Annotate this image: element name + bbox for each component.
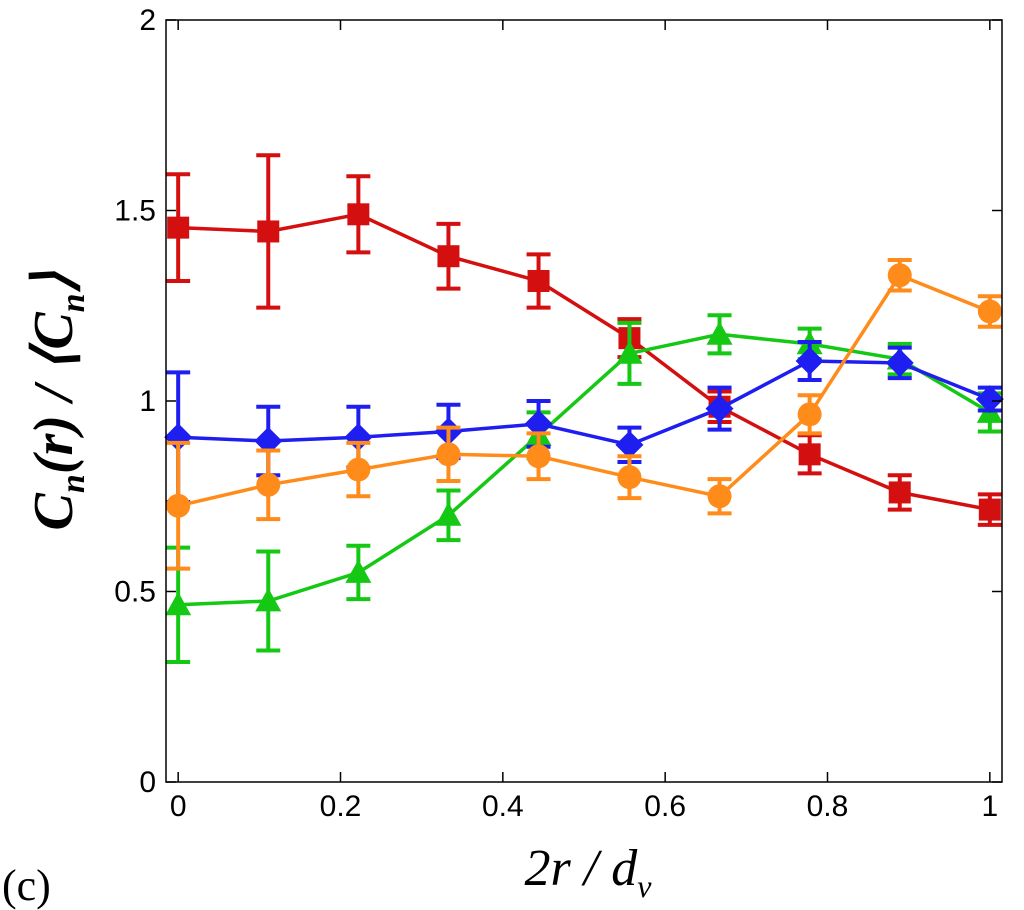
data-point (707, 484, 732, 509)
data-point (975, 385, 1004, 414)
data-point (978, 498, 1001, 521)
y-tick-label: 1.5 (114, 195, 156, 228)
data-point (617, 465, 642, 490)
data-point (167, 216, 190, 239)
y-axis-title-part1: C (23, 492, 85, 530)
series-green-triangles (165, 313, 1003, 664)
y-tick-label: 1 (139, 385, 156, 418)
data-point (798, 443, 821, 466)
series-line (178, 332, 991, 607)
tick-layer: 0 0.2 0.4 0.6 0.8 1 0 0.5 1 1.5 2 (114, 4, 1002, 823)
data-point (255, 588, 282, 612)
data-point (436, 442, 461, 467)
y-axis-title-sub1: n (55, 474, 92, 493)
data-point (615, 430, 644, 459)
data-point (165, 591, 192, 616)
y-axis-title-part2: (r) / ⟨C (23, 312, 85, 474)
y-tick-label: 2 (139, 4, 156, 37)
data-point (254, 427, 283, 456)
y-axis-title: Cn(r) / ⟨Cn⟩ (23, 270, 92, 530)
panel-label: (c) (2, 861, 51, 910)
x-tick-label: 0 (170, 790, 187, 823)
data-point (346, 457, 371, 482)
data-point (435, 502, 462, 526)
series-line (178, 212, 991, 512)
x-tick-label: 0.2 (320, 790, 362, 823)
data-point (166, 493, 191, 518)
x-axis-title-sub: v (637, 868, 652, 904)
data-point (797, 402, 822, 427)
data-point (977, 299, 1002, 324)
series-line (178, 359, 991, 447)
data-point (347, 203, 370, 226)
y-axis-title-sub2: n (55, 293, 92, 312)
data-point (706, 321, 733, 345)
data-point (527, 269, 550, 292)
series-layer (164, 153, 1004, 664)
data-point (705, 394, 734, 423)
data-point (524, 409, 553, 438)
axes-frame (165, 19, 1003, 783)
x-tick-label: 0.8 (807, 790, 849, 823)
x-tick-label: 0.4 (482, 790, 524, 823)
y-tick-label: 0.5 (114, 576, 156, 609)
series-line (177, 273, 991, 508)
x-axis-title-main: 2r / d (525, 840, 639, 897)
data-point (437, 245, 460, 268)
y-tick-label: 0 (139, 766, 156, 799)
series-blue-diamonds (164, 339, 1004, 504)
series-red-squares (166, 153, 1002, 527)
data-point (888, 481, 911, 504)
data-point (795, 346, 824, 375)
data-point (256, 472, 281, 497)
data-point (885, 348, 914, 377)
data-point (887, 263, 912, 288)
data-point (526, 444, 551, 469)
x-tick-label: 0.6 (644, 790, 686, 823)
data-point (616, 340, 643, 364)
series-orange-circles (166, 258, 1002, 571)
y-axis-title-part3: ⟩ (23, 270, 85, 293)
data-point (257, 220, 280, 243)
x-tick-label: 1 (981, 790, 998, 823)
x-axis-title: 2r / dv (525, 840, 653, 904)
data-point (345, 559, 372, 583)
